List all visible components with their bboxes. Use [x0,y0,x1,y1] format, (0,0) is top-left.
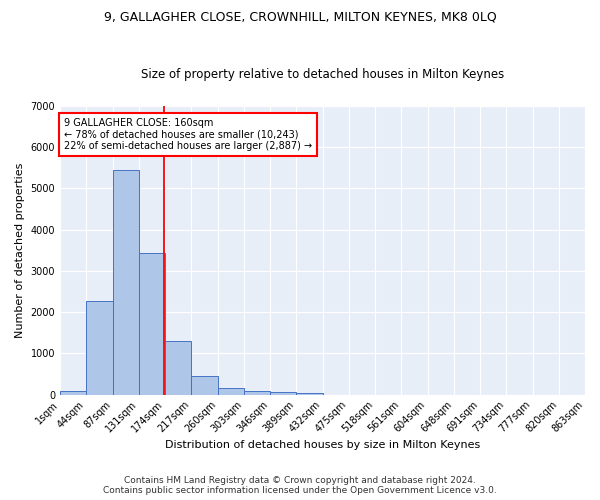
Text: Contains HM Land Registry data © Crown copyright and database right 2024.
Contai: Contains HM Land Registry data © Crown c… [103,476,497,495]
Text: 9 GALLAGHER CLOSE: 160sqm
← 78% of detached houses are smaller (10,243)
22% of s: 9 GALLAGHER CLOSE: 160sqm ← 78% of detac… [64,118,312,152]
Bar [60,392,86,394]
Bar [270,392,296,394]
Y-axis label: Number of detached properties: Number of detached properties [15,162,25,338]
Title: Size of property relative to detached houses in Milton Keynes: Size of property relative to detached ho… [141,68,504,81]
X-axis label: Distribution of detached houses by size in Milton Keynes: Distribution of detached houses by size … [165,440,480,450]
Bar [139,254,165,394]
Bar [113,170,139,394]
Text: 9, GALLAGHER CLOSE, CROWNHILL, MILTON KEYNES, MK8 0LQ: 9, GALLAGHER CLOSE, CROWNHILL, MILTON KE… [104,10,496,23]
Bar [244,390,270,394]
Bar [86,300,113,394]
Bar [218,388,244,394]
Bar [165,340,191,394]
Bar [191,376,218,394]
